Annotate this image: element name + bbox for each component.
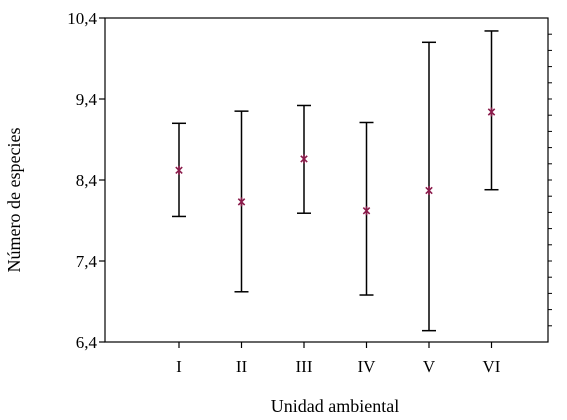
mean-point [487, 107, 496, 117]
y-tick-label: 8,4 [76, 171, 98, 190]
error-bars [172, 30, 499, 332]
asterisk-stroke [362, 207, 371, 215]
mean-point [300, 154, 308, 164]
mean-point [425, 186, 433, 196]
y-axis-label: Número de especies [4, 128, 24, 273]
x-tick-label: I [176, 357, 182, 376]
x-tick-label: VI [483, 357, 501, 376]
asterisk-stroke [425, 186, 433, 195]
plot-frame [104, 17, 549, 343]
x-tick-label: III [296, 357, 313, 376]
asterisk-stroke [237, 198, 246, 206]
mean-point [237, 197, 246, 207]
x-tick-label: II [236, 357, 248, 376]
asterisk-stroke [300, 155, 308, 163]
mean-point [175, 165, 183, 175]
asterisk-stroke [487, 108, 496, 116]
asterisk-stroke [175, 166, 183, 175]
x-axis-label: Unidad ambiental [271, 396, 399, 416]
axes [104, 17, 552, 343]
points [175, 107, 496, 216]
x-tick-label: IV [358, 357, 377, 376]
y-tick-label: 7,4 [76, 252, 98, 271]
y-ticks: 6,4 7,4 8,4 9,4 10,4 [67, 9, 105, 352]
y-tick-label: 6,4 [76, 333, 98, 352]
mean-point [362, 206, 371, 216]
y-tick-label: 10,4 [67, 9, 97, 28]
x-ticks: I II III IV V VI [176, 342, 501, 376]
y-tick-label: 9,4 [76, 90, 98, 109]
x-tick-label: V [423, 357, 436, 376]
